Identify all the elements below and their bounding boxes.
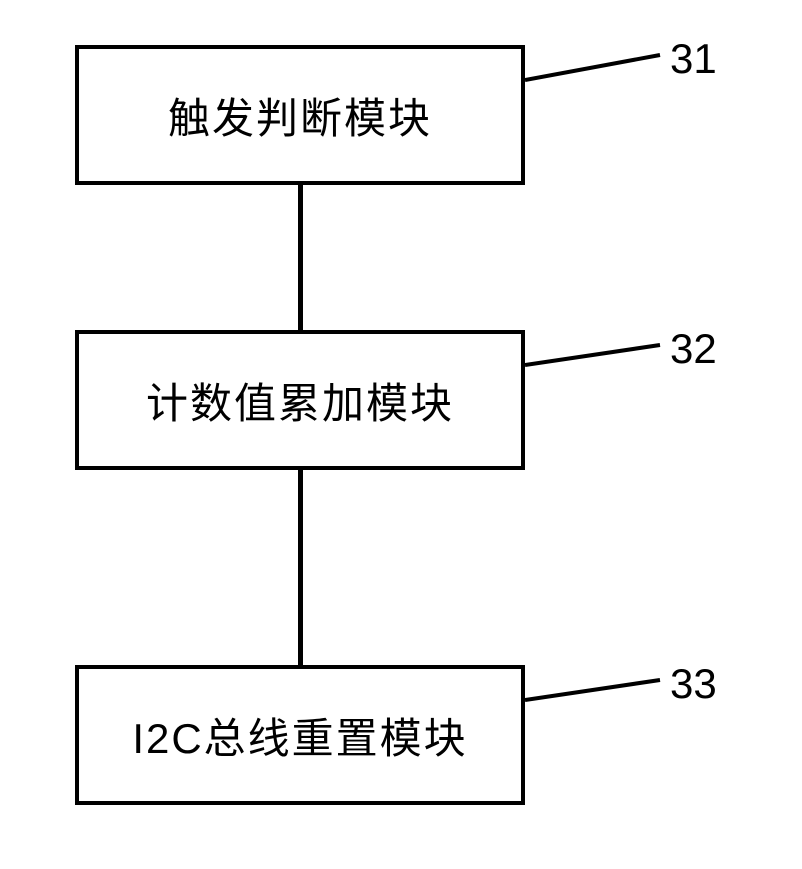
block-trigger-judge: 触发判断模块 <box>75 45 525 185</box>
ref-number: 31 <box>670 35 717 83</box>
connector-line <box>298 185 303 330</box>
block-label: I2C总线重置模块 <box>132 705 467 766</box>
block-label: 触发判断模块 <box>168 85 432 146</box>
ref-number: 32 <box>670 325 717 373</box>
connector-line <box>298 470 303 665</box>
block-count-accumulate: 计数值累加模块 <box>75 330 525 470</box>
block-i2c-reset: I2C总线重置模块 <box>75 665 525 805</box>
ref-line-icon <box>525 675 665 705</box>
ref-line-icon <box>525 50 665 85</box>
ref-number: 33 <box>670 660 717 708</box>
diagram-container: 触发判断模块 计数值累加模块 I2C总线重置模块 31 32 33 <box>0 0 802 869</box>
ref-line-icon <box>525 340 665 370</box>
block-label: 计数值累加模块 <box>146 370 454 431</box>
